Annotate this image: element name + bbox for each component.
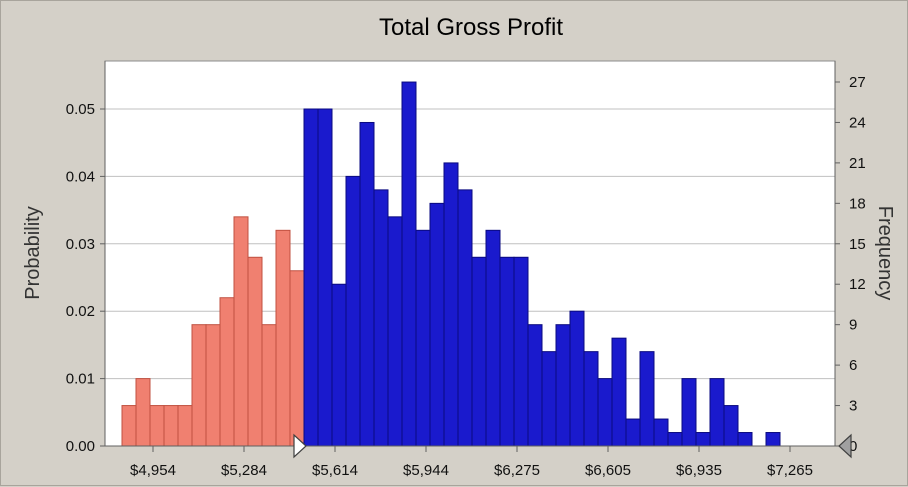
right-y-tick-label: 6	[849, 357, 857, 374]
histogram-bar	[331, 283, 347, 447]
histogram-bar	[429, 202, 445, 447]
lower-threshold-slider-icon[interactable]	[293, 433, 307, 459]
left-y-tick-label: 0.00	[66, 438, 95, 455]
x-tick-label: $6,605	[585, 462, 631, 479]
histogram-bar	[401, 81, 417, 447]
right-y-tick-label: 24	[849, 114, 866, 131]
left-y-tick-label: 0.01	[66, 371, 95, 388]
histogram-bar	[625, 418, 641, 447]
histogram-bar	[723, 405, 739, 447]
left-y-tick-label: 0.03	[66, 236, 95, 253]
histogram-bar	[163, 405, 179, 447]
right-y-tick-label: 3	[849, 398, 857, 415]
right-y-tick-label: 9	[849, 317, 857, 334]
x-tick-label: $7,265	[767, 462, 813, 479]
histogram-bar	[219, 297, 235, 447]
right-y-tick-label: 27	[849, 74, 866, 91]
histogram-bars	[121, 81, 781, 447]
histogram-bar	[667, 432, 683, 447]
histogram-bar	[387, 216, 403, 447]
histogram-bar	[695, 432, 711, 447]
histogram-bar	[261, 324, 277, 447]
x-tick-label: $5,614	[312, 462, 358, 479]
left-y-axis-title: Probability	[22, 206, 44, 299]
histogram-bar	[345, 175, 361, 447]
x-tick-label: $5,284	[221, 462, 267, 479]
histogram-bar	[527, 324, 543, 447]
histogram-bar	[233, 216, 249, 447]
histogram-bar	[569, 310, 585, 447]
histogram-bar	[597, 378, 613, 447]
histogram-bar	[765, 432, 781, 447]
histogram-bar	[583, 351, 599, 447]
histogram-bar	[149, 405, 165, 447]
histogram-bar	[457, 189, 473, 447]
histogram-bar	[653, 418, 669, 447]
right-y-tick-label: 15	[849, 236, 866, 253]
histogram-bar	[443, 162, 459, 447]
histogram-bar	[247, 256, 263, 447]
histogram-bar	[555, 324, 571, 447]
histogram-bar	[205, 324, 221, 447]
right-y-tick-labels: 0 3 6 9 12 15 18 21 24 27	[835, 74, 866, 455]
histogram-bar	[541, 351, 557, 447]
histogram-bar	[471, 256, 487, 447]
right-y-tick-label: 21	[849, 155, 866, 172]
histogram-bar	[415, 229, 431, 447]
x-tick-label: $6,935	[676, 462, 722, 479]
histogram-bar	[485, 229, 501, 447]
histogram-bar	[177, 405, 193, 447]
histogram-bar	[681, 378, 697, 447]
right-y-tick-label: 12	[849, 276, 866, 293]
x-tick-labels: $4,954 $5,284 $5,614 $5,944 $6,275 $6,605 $6,9…	[130, 446, 813, 479]
x-tick-label: $5,944	[403, 462, 449, 479]
histogram-bar	[317, 108, 333, 447]
x-tick-label: $6,275	[494, 462, 540, 479]
histogram-bar	[303, 108, 319, 447]
histogram-bar	[359, 121, 375, 447]
histogram-bar	[275, 229, 291, 447]
right-y-tick-label: 0	[849, 438, 857, 455]
histogram-bar	[709, 378, 725, 447]
histogram-bar	[191, 324, 207, 447]
histogram-bar	[611, 337, 627, 447]
histogram-bar	[289, 270, 305, 447]
histogram-bar	[737, 432, 753, 447]
left-y-tick-label: 0.02	[66, 303, 95, 320]
right-y-tick-label: 18	[849, 195, 866, 212]
right-y-axis-title: Frequency	[874, 206, 896, 301]
left-y-tick-labels: 0.00 0.01 0.02 0.03 0.04 0.05	[66, 101, 105, 455]
histogram-bar	[639, 351, 655, 447]
chart-title: Total Gross Profit	[379, 14, 563, 41]
left-y-tick-label: 0.04	[66, 168, 95, 185]
left-y-tick-label: 0.05	[66, 101, 95, 118]
histogram-bar	[135, 378, 151, 447]
upper-threshold-slider-icon[interactable]	[838, 433, 852, 459]
histogram-bar	[121, 405, 137, 447]
x-tick-label: $4,954	[130, 462, 176, 479]
histogram-bar	[373, 189, 389, 447]
histogram-bar	[513, 256, 529, 447]
histogram-bar	[499, 256, 515, 447]
